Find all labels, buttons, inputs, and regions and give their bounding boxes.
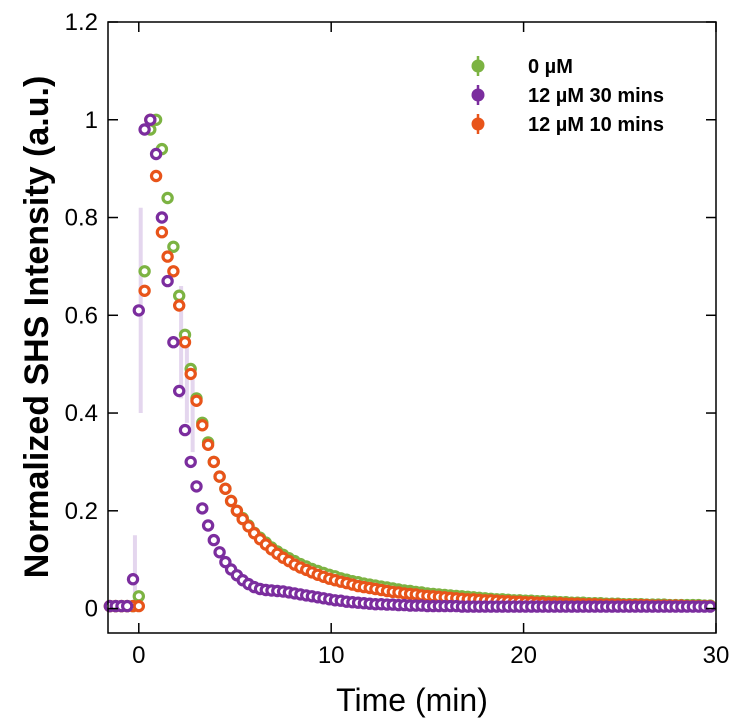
data-point	[213, 546, 226, 559]
legend-marker	[471, 59, 485, 73]
x-tick-label: 0	[132, 642, 145, 669]
data-point	[190, 394, 203, 407]
data-point	[155, 211, 169, 224]
data-point	[224, 494, 238, 508]
data-point	[138, 123, 151, 136]
data-point	[126, 573, 140, 586]
y-tick-label: 0	[85, 596, 98, 623]
data-point	[172, 289, 186, 302]
data-point	[184, 455, 197, 469]
plot-frame	[107, 21, 717, 634]
data-point	[178, 423, 192, 437]
legend-label: 12 µM 30 mins	[528, 85, 664, 107]
legend: 0 µM 12 µM 30 mins 12 µM 10 mins	[471, 56, 664, 136]
legend-marker	[471, 117, 485, 131]
data-point	[219, 482, 232, 495]
y-tick-label: 0.4	[65, 400, 98, 427]
data-point	[167, 240, 180, 253]
data-point	[213, 470, 226, 483]
data-point	[161, 274, 174, 288]
x-tick-label: 30	[703, 642, 730, 669]
y-axis-label: Normalized SHS Intensity (a.u.)	[18, 76, 56, 579]
y-tick-label: 1	[85, 107, 98, 134]
data-point	[196, 502, 209, 515]
data-point	[201, 519, 215, 532]
y-tick-label: 0.2	[65, 498, 98, 525]
series-2	[103, 113, 717, 613]
data-point	[184, 367, 197, 381]
data-point	[167, 265, 180, 278]
y-tick-label: 0.8	[65, 205, 98, 232]
data-point	[149, 147, 163, 161]
legend-label: 12 µM 10 mins	[528, 114, 664, 136]
data-point	[207, 533, 220, 547]
data-point	[172, 384, 186, 398]
data-point	[178, 336, 192, 349]
data-point	[172, 299, 186, 312]
data-series	[103, 113, 717, 613]
data-point	[201, 438, 215, 451]
legend-label: 0 µM	[528, 56, 573, 78]
data-point	[132, 304, 145, 317]
data-point	[190, 480, 203, 493]
y-tick-label: 1.2	[65, 9, 98, 36]
axis-ticks: 0 10 20 30 0 0.2 0.4 0.6 0.8 1 1.2	[65, 9, 730, 669]
data-point	[230, 504, 244, 517]
data-point	[120, 599, 134, 613]
data-point	[138, 284, 151, 297]
data-point	[132, 599, 145, 613]
series-1	[103, 113, 717, 613]
data-point	[161, 250, 174, 263]
data-point	[155, 225, 169, 239]
data-point	[196, 419, 209, 432]
data-point	[704, 600, 717, 613]
x-axis-label: Time (min)	[336, 682, 488, 718]
data-point	[138, 265, 151, 278]
data-point	[167, 336, 180, 349]
x-tick-label: 10	[318, 642, 345, 669]
data-point	[144, 113, 157, 127]
data-point	[132, 590, 145, 603]
series-3	[103, 113, 717, 613]
x-tick-label: 20	[510, 642, 537, 669]
data-point	[207, 455, 220, 469]
data-point	[149, 169, 163, 183]
legend-marker	[471, 88, 485, 102]
data-point	[161, 191, 174, 205]
y-tick-label: 0.6	[65, 302, 98, 329]
